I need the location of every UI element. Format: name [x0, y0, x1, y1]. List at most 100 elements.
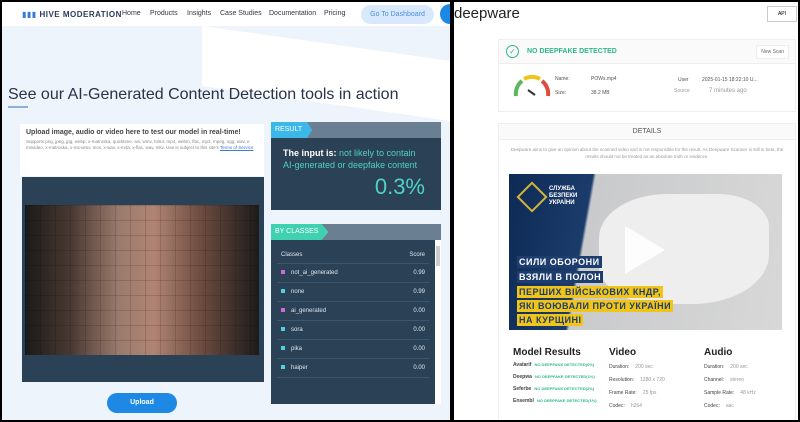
- scan-result-card: ✓ NO DEEPFAKE DETECTED New Scan Name: PO…: [498, 39, 796, 112]
- classes-table: Classes Score not_ai_generated 0.99 none 0.9…: [277, 248, 429, 378]
- audio-info-row: Channel: stereo: [704, 377, 744, 383]
- by-classes-tag: BY CLASSES: [271, 224, 329, 240]
- result-percentage: 0.3%: [374, 174, 425, 199]
- nav-case-studies[interactable]: Case Studies: [220, 10, 262, 17]
- info-value: stereo: [730, 377, 744, 383]
- class-score: 0.99: [386, 282, 429, 302]
- model-results-title: Model Results: [513, 347, 581, 358]
- class-score: 0.00: [386, 320, 429, 340]
- class-name: ai_generated: [291, 308, 327, 314]
- page-title: See our AI-Generated Content Detection t…: [8, 86, 399, 103]
- video-info-row: Resolution: 1280 x 720: [609, 377, 665, 383]
- model-name: Seferbe: [513, 386, 532, 392]
- classes-scrollbar[interactable]: [435, 240, 441, 404]
- deepware-logo[interactable]: deepware: [454, 5, 520, 22]
- nav-home[interactable]: Home: [122, 10, 141, 17]
- class-color-swatch: [281, 346, 285, 350]
- new-scan-button[interactable]: New Scan: [756, 45, 789, 59]
- size-label: Size:: [555, 90, 567, 96]
- video-info-row: Duration: 200 sec: [609, 364, 653, 370]
- col-score: Score: [386, 248, 429, 264]
- video-info-row: Frame Rate: 25 fps: [609, 390, 656, 396]
- audio-info-row: Duration: 200 sec: [704, 364, 748, 370]
- class-name: not_ai_generated: [291, 270, 338, 276]
- audio-info-row: Sample Rate: 48 kHz: [704, 390, 756, 396]
- logo-text: HIVE MODERATION: [39, 10, 122, 19]
- upload-button[interactable]: Upload: [107, 393, 177, 413]
- source-label: Source: [674, 88, 690, 94]
- info-value: 25 fps: [642, 390, 657, 396]
- class-score: 0.00: [386, 301, 429, 321]
- info-label: Codec:: [609, 403, 625, 409]
- check-circle-icon: ✓: [506, 45, 519, 58]
- model-result: Seferbe NO DEEPFAKE DETECTED(2%): [513, 386, 594, 392]
- class-row: ai_generated 0.00: [277, 301, 429, 321]
- class-score: 0.00: [386, 358, 429, 378]
- class-score: 0.99: [386, 263, 429, 283]
- info-value: 200 sec: [635, 364, 653, 370]
- nav-documentation[interactable]: Documentation: [269, 10, 317, 17]
- sbu-emblem: [516, 181, 548, 213]
- supported-formats: Supports png, jpeg, jpg, webp, x-matrosk…: [26, 139, 251, 151]
- details-header: DETAILS: [499, 124, 795, 140]
- upload-title: Upload image, audio or video here to tes…: [26, 129, 241, 136]
- class-row: sora 0.00: [277, 320, 429, 340]
- nav-pricing[interactable]: Pricing: [324, 10, 346, 17]
- nav-products[interactable]: Products: [150, 10, 178, 17]
- user-value: 2025-01-15 18:22:10 U...: [702, 77, 758, 83]
- model-verdict: NO DEEPFAKE DETECTED(0%): [534, 362, 595, 367]
- api-button[interactable]: API: [767, 6, 797, 22]
- class-score: 0.00: [386, 339, 429, 359]
- class-color-swatch: [281, 270, 285, 274]
- nav-insights[interactable]: Insights: [187, 10, 212, 17]
- signup-button[interactable]: [440, 4, 450, 24]
- uploaded-media-preview[interactable]: [22, 177, 264, 382]
- status-text: NO DEEPFAKE DETECTED: [527, 48, 617, 55]
- model-result: Ensembl NO DEEPFAKE DETECTED(1%): [513, 398, 597, 404]
- caption-line: НА КУРЩИНІ: [517, 314, 584, 326]
- info-value: 200 sec: [730, 364, 748, 370]
- result-panel: RESULT The input is: not likely to conta…: [271, 122, 441, 210]
- file-size: 38.2 MB: [591, 90, 610, 96]
- deepware-page: deepware API ✓ NO DEEPFAKE DETECTED New …: [454, 2, 798, 420]
- info-value: 48 kHz: [740, 390, 756, 396]
- info-value: aac: [725, 403, 734, 409]
- disclaimer: Deepware aims to give an opinion about t…: [510, 147, 784, 159]
- model-verdict: NO DEEPFAKE DETECTED(1%): [536, 398, 597, 403]
- user-label: User: [678, 77, 689, 83]
- class-color-swatch: [281, 308, 285, 312]
- info-label: Resolution:: [609, 377, 635, 383]
- model-result: Deepwa NO DEEPFAKE DETECTED(1%): [513, 374, 595, 380]
- class-row: pika 0.00: [277, 339, 429, 359]
- class-color-swatch: [281, 327, 285, 331]
- video-info-row: Codec: h264: [609, 403, 642, 409]
- video-org: СЛУЖБА БЕЗПЕКИ УКРАЇНИ: [549, 186, 578, 207]
- hive-moderation-page: ▮▮▮ HIVE MODERATION Home Products Insigh…: [2, 2, 450, 420]
- class-row: not_ai_generated 0.99: [277, 263, 429, 283]
- go-to-dashboard-button[interactable]: Go To Dashboard: [361, 5, 434, 24]
- model-name: Ensembl: [513, 398, 534, 404]
- class-name: none: [291, 289, 305, 295]
- info-label: Duration:: [609, 364, 630, 370]
- info-label: Sample Rate:: [704, 390, 735, 396]
- caption-line: СИЛИ ОБОРОНИ: [517, 256, 602, 268]
- model-verdict: NO DEEPFAKE DETECTED(2%): [534, 386, 595, 391]
- result-text: not likely to contain AI-generated or de…: [283, 148, 418, 170]
- model-result: Avatarif NO DEEPFAKE DETECTED(0%): [513, 362, 594, 368]
- info-value: 1280 x 720: [640, 377, 665, 383]
- hive-logo[interactable]: ▮▮▮ HIVE MODERATION: [22, 10, 122, 19]
- terms-link[interactable]: Terms of Service: [219, 145, 254, 151]
- gauge-icon: [513, 74, 551, 97]
- by-classes-panel: BY CLASSES Classes Score not_ai_generated…: [271, 224, 441, 404]
- result-prefix: The input is:: [283, 148, 337, 158]
- title-underline: [8, 106, 28, 108]
- info-label: Codec:: [704, 403, 720, 409]
- info-label: Duration:: [704, 364, 725, 370]
- top-nav: ▮▮▮ HIVE MODERATION Home Products Insigh…: [2, 2, 450, 26]
- video-player[interactable]: СЛУЖБА БЕЗПЕКИ УКРАЇНИ СИЛИ ОБОРОНИ ВЗЯЛ…: [509, 174, 782, 330]
- source-value: 7 minutes ago: [709, 88, 747, 94]
- caption-line: ПЕРШИХ ВІЙСЬКОВИХ КНДР,: [517, 286, 664, 298]
- caption-line: ВЗЯЛИ В ПОЛОН: [517, 271, 604, 283]
- class-row: haiper 0.00: [277, 358, 429, 378]
- play-icon[interactable]: [625, 226, 665, 274]
